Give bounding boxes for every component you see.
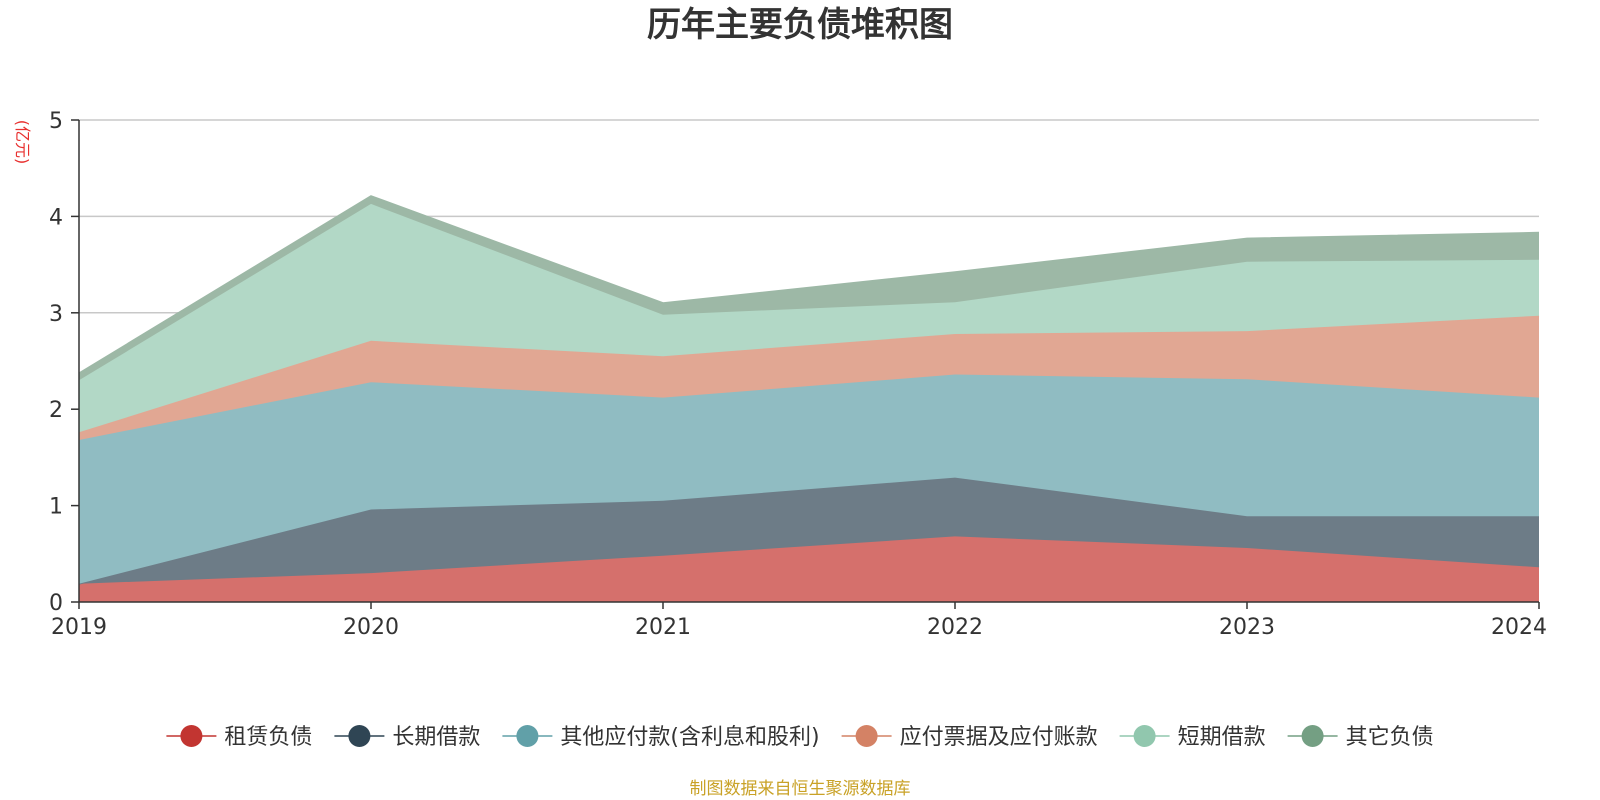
y-tick-label: 3 <box>49 302 63 327</box>
area-series <box>78 195 1540 602</box>
legend-item-4[interactable]: 短期借款 <box>1119 725 1266 750</box>
legend-marker <box>1301 725 1324 747</box>
y-tick-label: 1 <box>49 495 63 520</box>
x-tick-label: 2024 <box>1491 615 1547 640</box>
x-tick-label: 2022 <box>927 615 983 640</box>
y-tick-label: 5 <box>49 109 63 134</box>
legend-label: 短期借款 <box>1178 725 1266 750</box>
legend-label: 其他应付款(含利息和股利) <box>560 725 819 750</box>
area-series-edge-5 <box>78 195 1540 375</box>
legend-marker <box>855 725 878 747</box>
y-tick-label: 2 <box>49 398 63 423</box>
legend-marker <box>516 725 539 747</box>
legend-item-1[interactable]: 长期借款 <box>334 725 480 750</box>
legend-marker <box>180 725 203 747</box>
legend-label: 其它负债 <box>1346 725 1434 750</box>
legend-marker <box>348 725 371 747</box>
y-axis-unit-label: (亿元) <box>13 120 32 165</box>
x-tick-label: 2020 <box>343 615 399 640</box>
x-tick-label: 2023 <box>1219 615 1275 640</box>
legend-label: 应付票据及应付账款 <box>900 725 1098 750</box>
legend-item-0[interactable]: 租赁负债 <box>166 725 312 750</box>
chart-title: 历年主要负债堆积图 <box>647 5 953 45</box>
legend-item-2[interactable]: 其他应付款(含利息和股利) <box>502 725 820 750</box>
y-tick-label: 4 <box>49 205 63 230</box>
legend-label: 租赁负债 <box>224 725 312 750</box>
area-series-2 <box>79 374 1539 584</box>
data-source-note: 制图数据来自恒生聚源数据库 <box>690 779 911 799</box>
legend-item-5[interactable]: 其它负债 <box>1287 725 1434 750</box>
axes: 0 1 2 3 4 5 2019 2020 2021 2022 2023 2024 <box>49 109 1547 640</box>
y-tick-label: 0 <box>49 591 63 616</box>
legend-label: 长期借款 <box>392 725 480 750</box>
x-tick-label: 2021 <box>635 615 691 640</box>
legend-item-3[interactable]: 应付票据及应付账款 <box>841 725 1098 750</box>
legend[interactable]: 租赁负债 长期借款 其他应付款(含利息和股利) 应付票据及应付账款 短期借款 其它负债 <box>166 725 1434 750</box>
x-tick-label: 2019 <box>51 615 107 640</box>
area-series-0 <box>79 536 1539 602</box>
area-series-1 <box>79 477 1539 584</box>
area-series-4 <box>79 203 1539 433</box>
area-series-3 <box>79 315 1539 440</box>
legend-marker <box>1133 725 1156 747</box>
